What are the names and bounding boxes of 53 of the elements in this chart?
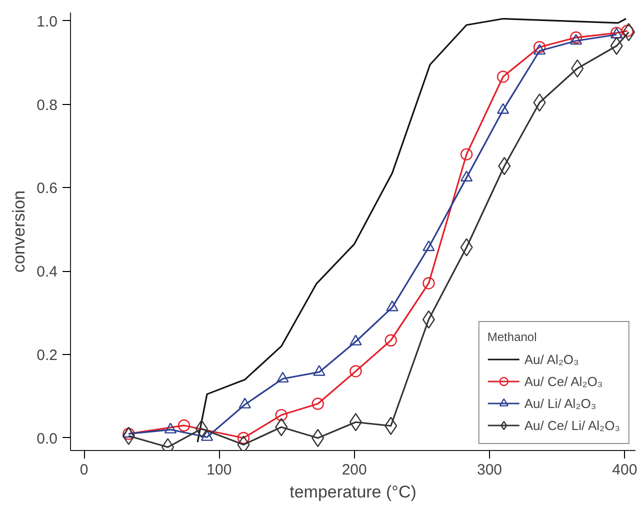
y-tick-label: 0.8	[36, 96, 58, 114]
y-axis-title: conversion	[10, 190, 29, 273]
y-tick-label: 0.2	[36, 347, 58, 364]
line-series	[196, 18, 627, 443]
y-tick-label: 0.4	[36, 264, 58, 281]
point	[195, 420, 208, 438]
point	[533, 94, 546, 112]
point	[460, 238, 473, 256]
point	[496, 70, 510, 83]
point	[571, 59, 584, 78]
point	[350, 365, 362, 378]
point	[178, 419, 190, 432]
point	[122, 426, 135, 445]
legend-label: Au/ Ce/ Li/ Al₂O₃	[524, 418, 620, 432]
point	[386, 300, 398, 312]
legend-title: Methanol	[487, 330, 538, 344]
point	[312, 398, 324, 410]
point	[276, 372, 289, 383]
x-tick-label: 200	[342, 462, 367, 478]
point	[422, 240, 435, 252]
point	[460, 148, 473, 160]
point	[610, 36, 623, 55]
point	[622, 23, 636, 42]
point	[313, 365, 326, 376]
point	[422, 277, 435, 290]
point	[275, 418, 288, 436]
y-tick-label: 1.0	[36, 13, 58, 30]
point	[237, 432, 250, 444]
x-tick-label: 100	[206, 462, 232, 478]
point	[533, 44, 546, 55]
legend-label: Au/ Ce/ Al₂O₃	[524, 374, 603, 388]
point	[200, 430, 214, 441]
point	[570, 31, 582, 44]
point	[275, 408, 288, 422]
point	[496, 103, 510, 114]
point	[621, 24, 634, 37]
x-tick-label: 0	[80, 462, 88, 478]
legend-label: Au/ Al₂O₃	[524, 352, 579, 366]
point	[570, 34, 582, 45]
y-tick-label: 0.0	[36, 430, 58, 448]
point	[460, 170, 473, 182]
point	[164, 422, 177, 434]
point	[238, 398, 251, 408]
point	[384, 416, 398, 435]
x-axis-title: temperature (°C)	[290, 482, 416, 502]
point	[349, 413, 362, 432]
x-tick-label: 300	[477, 462, 502, 478]
y-tick-label: 0.6	[36, 180, 58, 198]
legend-label: Au/ Li/ Al₂O₃	[524, 396, 596, 410]
point	[350, 334, 362, 346]
point	[384, 334, 397, 346]
point	[533, 41, 546, 54]
x-tick-label: 400	[612, 462, 638, 478]
